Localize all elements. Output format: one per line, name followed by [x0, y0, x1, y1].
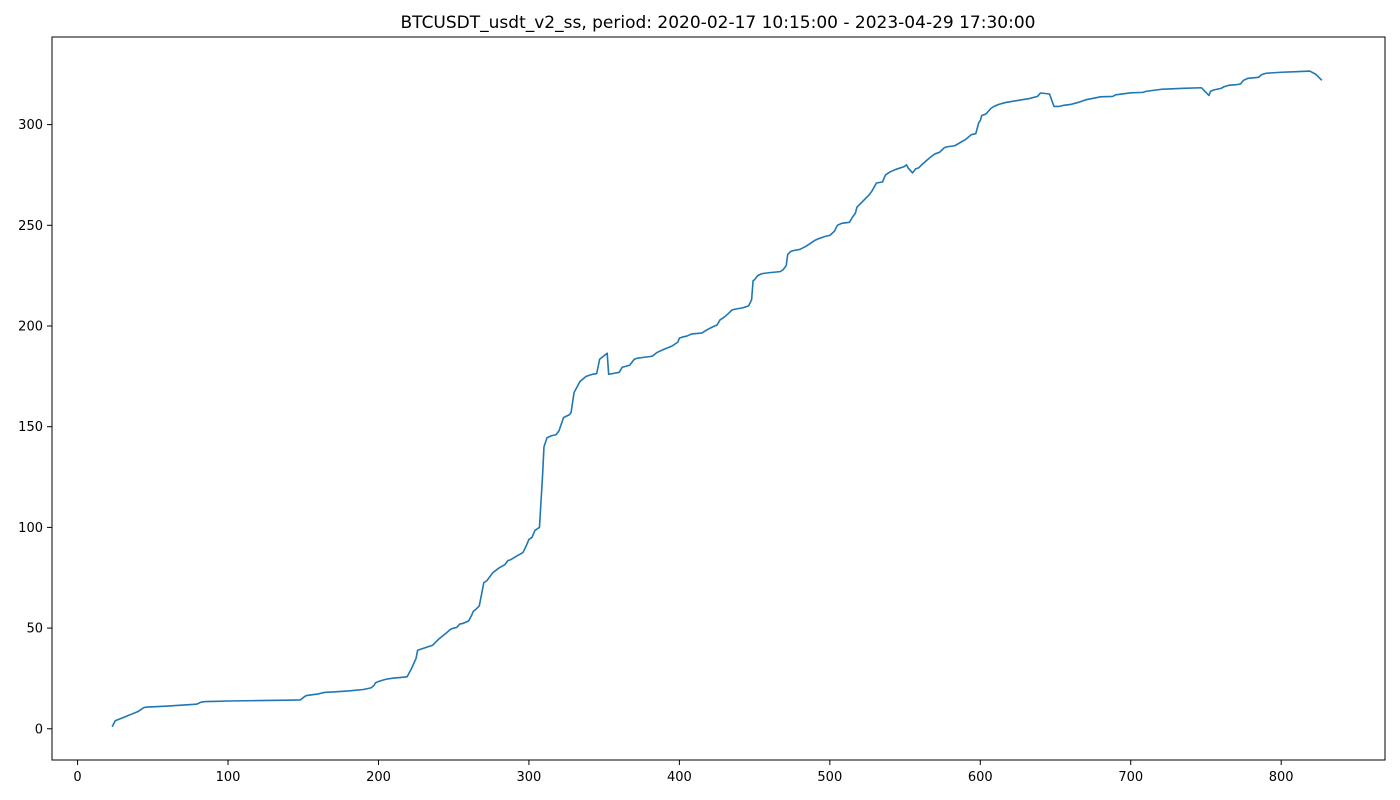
y-tick-label: 200 [18, 319, 43, 334]
y-tick-label: 250 [18, 219, 43, 234]
y-tick-label: 0 [35, 722, 43, 737]
y-tick-label: 300 [18, 118, 43, 133]
x-tick-label: 600 [968, 770, 993, 785]
x-tick-label: 500 [817, 770, 842, 785]
x-tick-label: 300 [517, 770, 542, 785]
x-tick-label: 200 [366, 770, 391, 785]
x-axis: 0 100 200 300 400 500 600 700 800 [73, 760, 1294, 785]
x-tick-label: 700 [1118, 770, 1143, 785]
x-tick-label: 0 [73, 770, 81, 785]
plot-area [51, 36, 1386, 761]
y-axis: 0 50 100 150 200 250 300 [18, 118, 52, 737]
x-tick-label: 100 [216, 770, 241, 785]
x-tick-label: 800 [1269, 770, 1294, 785]
y-tick-label: 100 [18, 521, 43, 536]
y-tick-label: 50 [26, 622, 43, 637]
series-line [111, 70, 1323, 728]
x-tick-label: 400 [667, 770, 692, 785]
chart-title: BTCUSDT_usdt_v2_ss, period: 2020-02-17 1… [401, 13, 1036, 33]
y-tick-label: 150 [18, 420, 43, 435]
